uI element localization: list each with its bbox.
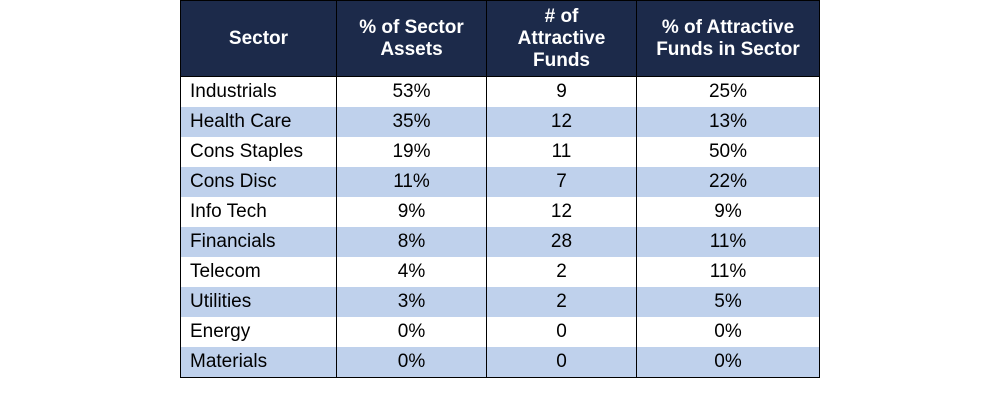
header-row: Sector % of Sector Assets # of Attractiv… bbox=[180, 0, 820, 77]
cell-sector: Cons Disc bbox=[180, 167, 337, 197]
header-num-attractive-funds-line-1: # of bbox=[544, 5, 579, 27]
cell-pct-sector-assets: 35% bbox=[336, 107, 487, 137]
table-row: Cons Disc 11% 7 22% bbox=[180, 167, 820, 197]
table-row: Materials 0% 0 0% bbox=[180, 347, 820, 378]
table-row: Utilities 3% 2 5% bbox=[180, 287, 820, 317]
cell-pct-attractive-funds: 50% bbox=[636, 137, 820, 167]
header-num-attractive-funds: # of Attractive Funds bbox=[486, 0, 637, 77]
table-row: Health Care 35% 12 13% bbox=[180, 107, 820, 137]
table-row: Info Tech 9% 12 9% bbox=[180, 197, 820, 227]
table-row: Energy 0% 0 0% bbox=[180, 317, 820, 347]
table-row: Telecom 4% 2 11% bbox=[180, 257, 820, 287]
header-pct-sector-assets-line-1: % of Sector bbox=[359, 16, 464, 38]
header-sector: Sector bbox=[180, 0, 337, 77]
cell-sector: Industrials bbox=[180, 76, 337, 107]
cell-sector: Health Care bbox=[180, 107, 337, 137]
header-pct-sector-assets-line-2: Assets bbox=[380, 38, 443, 60]
cell-sector: Energy bbox=[180, 317, 337, 347]
header-num-attractive-funds-line-3: Funds bbox=[533, 49, 590, 71]
cell-sector: Cons Staples bbox=[180, 137, 337, 167]
header-pct-attractive-funds-line-2: Funds in Sector bbox=[656, 38, 800, 60]
cell-pct-attractive-funds: 0% bbox=[636, 317, 820, 347]
cell-sector: Utilities bbox=[180, 287, 337, 317]
cell-pct-sector-assets: 19% bbox=[336, 137, 487, 167]
sector-table-container: Sector % of Sector Assets # of Attractiv… bbox=[180, 0, 820, 378]
cell-pct-attractive-funds: 13% bbox=[636, 107, 820, 137]
cell-pct-attractive-funds: 0% bbox=[636, 347, 820, 378]
cell-pct-attractive-funds: 25% bbox=[636, 76, 820, 107]
cell-pct-sector-assets: 11% bbox=[336, 167, 487, 197]
header-sector-label: Sector bbox=[228, 27, 289, 49]
cell-pct-sector-assets: 8% bbox=[336, 227, 487, 257]
cell-num-attractive-funds: 2 bbox=[486, 257, 637, 287]
cell-num-attractive-funds: 0 bbox=[486, 347, 637, 378]
cell-num-attractive-funds: 0 bbox=[486, 317, 637, 347]
cell-num-attractive-funds: 9 bbox=[486, 76, 637, 107]
table-row: Financials 8% 28 11% bbox=[180, 227, 820, 257]
cell-pct-attractive-funds: 11% bbox=[636, 257, 820, 287]
cell-pct-sector-assets: 4% bbox=[336, 257, 487, 287]
cell-num-attractive-funds: 12 bbox=[486, 107, 637, 137]
header-pct-attractive-funds-line-1: % of Attractive bbox=[661, 16, 795, 38]
cell-pct-attractive-funds: 5% bbox=[636, 287, 820, 317]
cell-sector: Info Tech bbox=[180, 197, 337, 227]
table-body: Industrials 53% 9 25% Health Care 35% 12… bbox=[180, 76, 820, 378]
cell-pct-attractive-funds: 22% bbox=[636, 167, 820, 197]
cell-sector: Telecom bbox=[180, 257, 337, 287]
header-pct-attractive-funds: % of Attractive Funds in Sector bbox=[636, 0, 820, 77]
cell-pct-attractive-funds: 11% bbox=[636, 227, 820, 257]
table-row: Cons Staples 19% 11 50% bbox=[180, 137, 820, 167]
table-row: Industrials 53% 9 25% bbox=[180, 76, 820, 107]
cell-num-attractive-funds: 28 bbox=[486, 227, 637, 257]
cell-pct-sector-assets: 0% bbox=[336, 317, 487, 347]
table-header: Sector % of Sector Assets # of Attractiv… bbox=[180, 0, 820, 77]
cell-num-attractive-funds: 11 bbox=[486, 137, 637, 167]
cell-num-attractive-funds: 12 bbox=[486, 197, 637, 227]
cell-pct-sector-assets: 53% bbox=[336, 76, 487, 107]
cell-sector: Materials bbox=[180, 347, 337, 378]
cell-sector: Financials bbox=[180, 227, 337, 257]
sector-table: Sector % of Sector Assets # of Attractiv… bbox=[180, 0, 820, 378]
cell-pct-sector-assets: 0% bbox=[336, 347, 487, 378]
header-pct-sector-assets: % of Sector Assets bbox=[336, 0, 487, 77]
cell-num-attractive-funds: 7 bbox=[486, 167, 637, 197]
cell-pct-attractive-funds: 9% bbox=[636, 197, 820, 227]
cell-pct-sector-assets: 3% bbox=[336, 287, 487, 317]
cell-pct-sector-assets: 9% bbox=[336, 197, 487, 227]
cell-num-attractive-funds: 2 bbox=[486, 287, 637, 317]
header-num-attractive-funds-line-2: Attractive bbox=[517, 27, 606, 49]
